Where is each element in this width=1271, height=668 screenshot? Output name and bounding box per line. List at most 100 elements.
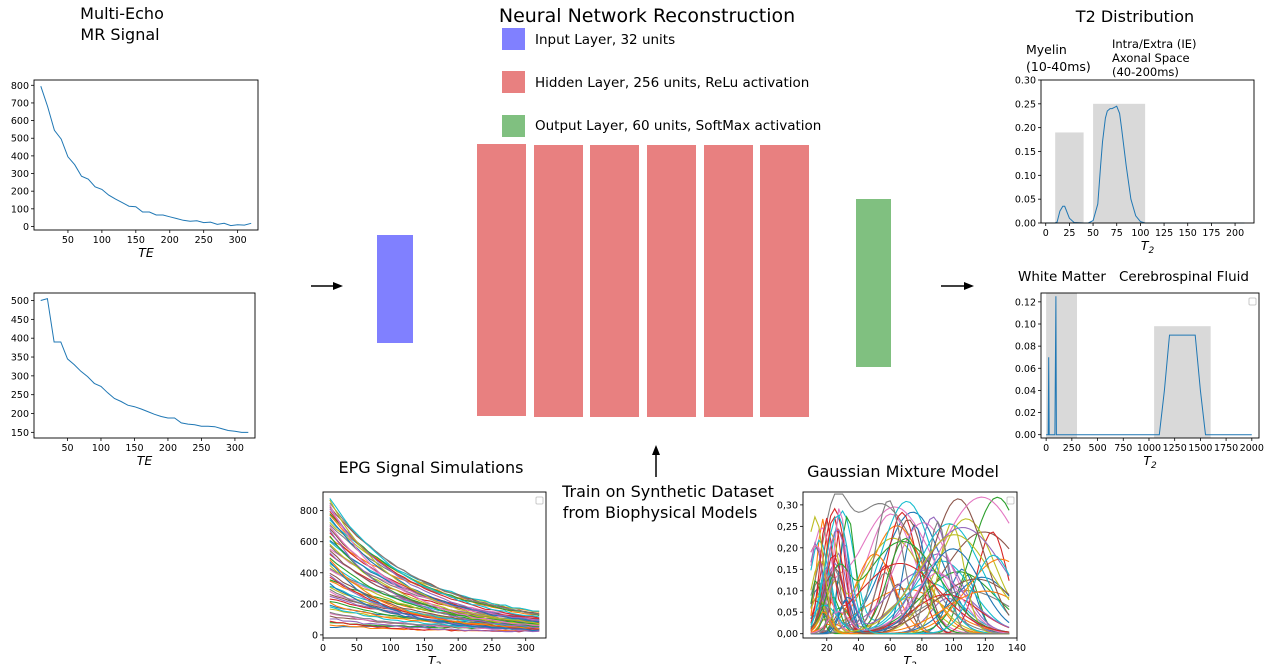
x-tick-label: 250 bbox=[192, 443, 210, 454]
wm-label: White Matter bbox=[1018, 269, 1106, 285]
ie-label-line1: Intra/Extra (IE) bbox=[1112, 37, 1196, 51]
y-tick-label: 500 bbox=[11, 296, 29, 307]
gmm-series bbox=[810, 590, 1010, 635]
y-tick-label: 0,10 bbox=[777, 586, 798, 597]
shaded-region bbox=[1046, 293, 1077, 438]
epg-title: EPG Signal Simulations bbox=[338, 458, 523, 477]
gmm-series bbox=[810, 540, 1010, 633]
y-tick-label: 0.05 bbox=[1015, 195, 1036, 206]
x-tick-label: 50 bbox=[61, 443, 73, 454]
x-axis-label: T2 bbox=[428, 653, 442, 664]
x-tick-label: 0 bbox=[1043, 228, 1049, 239]
x-tick-label: 50 bbox=[1087, 228, 1099, 239]
x-tick-label: 150 bbox=[1179, 228, 1197, 239]
gmm-series bbox=[810, 541, 1010, 630]
y-tick-label: 150 bbox=[11, 428, 29, 439]
legend-hidden-label: Hidden Layer, 256 units, ReLu activation bbox=[535, 75, 809, 91]
x-tick-label: 50 bbox=[351, 643, 363, 654]
x-tick-label: 200 bbox=[1226, 228, 1244, 239]
legend-output-label: Output Layer, 60 units, SoftMax activati… bbox=[535, 118, 821, 134]
t2-title: T2 Distribution bbox=[1075, 7, 1194, 26]
x-tick-label: 250 bbox=[483, 643, 501, 654]
gmm-chart: 20 40 60 80 100 120 140 0,00 0,05 0,10 0,15 0,20 0,2… bbox=[777, 491, 1026, 668]
epg-series bbox=[329, 550, 540, 624]
x-tick-label: 120 bbox=[976, 643, 994, 654]
x-tick-label: 2000 bbox=[1240, 443, 1264, 454]
y-tick-label: 0,00 bbox=[777, 629, 798, 640]
legend-input-swatch bbox=[502, 28, 525, 50]
x-tick-label: 250 bbox=[195, 235, 213, 246]
epg-simulation-chart: 0 50 100 150 200 250 300 0 200 400 600 800 T2 bbox=[300, 491, 547, 668]
arrow-to-t2-distribution bbox=[941, 282, 974, 290]
x-tick-label: 1500 bbox=[1188, 443, 1212, 454]
gmm-series bbox=[810, 515, 1010, 633]
hidden-layer-4 bbox=[647, 145, 696, 417]
y-tick-label: 0.25 bbox=[1015, 99, 1036, 110]
x-tick-label: 200 bbox=[449, 643, 467, 654]
legend-hidden-swatch bbox=[502, 71, 525, 93]
gmm-title: Gaussian Mixture Model bbox=[807, 462, 999, 481]
hidden-layer-5 bbox=[704, 145, 753, 417]
y-tick-label: 200 bbox=[300, 599, 318, 610]
x-tick-label: 150 bbox=[125, 443, 143, 454]
y-tick-label: 200 bbox=[11, 409, 29, 420]
y-tick-label: 800 bbox=[300, 506, 318, 517]
y-tick-label: 0 bbox=[312, 630, 318, 641]
gmm-series bbox=[810, 518, 1010, 635]
gmm-series bbox=[810, 554, 1010, 633]
x-tick-label: 0 bbox=[1043, 443, 1049, 454]
x-axis-label: T2 bbox=[1141, 238, 1155, 256]
y-tick-label: 350 bbox=[11, 353, 29, 364]
empty-legend-box bbox=[1006, 496, 1015, 505]
y-tick-label: 0.15 bbox=[1015, 147, 1036, 158]
hidden-layer-6 bbox=[760, 145, 809, 417]
y-tick-label: 0.06 bbox=[1015, 364, 1036, 375]
x-tick-label: 75 bbox=[1111, 228, 1123, 239]
y-tick-label: 0.12 bbox=[1015, 297, 1036, 308]
x-tick-label: 100 bbox=[93, 235, 111, 246]
x-tick-label: 20 bbox=[821, 643, 833, 654]
plot-frame bbox=[322, 491, 547, 639]
x-tick-label: 100 bbox=[92, 443, 110, 454]
epg-series bbox=[329, 618, 540, 633]
y-tick-label: 0.20 bbox=[1015, 123, 1036, 134]
mr-signal-title-line1: Multi-Echo bbox=[80, 4, 164, 23]
shaded-region bbox=[1154, 326, 1211, 438]
y-tick-label: 250 bbox=[11, 390, 29, 401]
t2-line bbox=[1045, 105, 1245, 224]
x-tick-label: 140 bbox=[1008, 643, 1026, 654]
plot-frame bbox=[33, 292, 256, 439]
y-tick-label: 400 bbox=[11, 334, 29, 345]
epg-series-group bbox=[329, 498, 540, 633]
epg-series bbox=[329, 504, 540, 627]
t2-distribution-chart-1: 0 25 50 75 100 125 150 175 200 0.00 0.05 0.10 0.15 0.… bbox=[1015, 76, 1255, 256]
plot-frame bbox=[1040, 292, 1260, 439]
myelin-label-line1: Myelin bbox=[1026, 42, 1067, 57]
x-tick-label: 200 bbox=[159, 443, 177, 454]
output-layer bbox=[856, 199, 891, 367]
gmm-series bbox=[810, 548, 1010, 635]
gmm-series bbox=[810, 514, 1010, 635]
shaded-region bbox=[1093, 103, 1146, 223]
epg-series bbox=[329, 517, 540, 623]
x-tick-label: 150 bbox=[127, 235, 145, 246]
epg-series bbox=[329, 559, 540, 630]
x-tick-label: 100 bbox=[1131, 228, 1149, 239]
gmm-series bbox=[810, 506, 1010, 634]
epg-series bbox=[329, 508, 540, 622]
epg-series bbox=[329, 499, 540, 625]
x-tick-label: 300 bbox=[517, 643, 535, 654]
x-axis-label: TE bbox=[137, 453, 153, 468]
y-tick-label: 0.02 bbox=[1015, 408, 1036, 419]
y-tick-label: 0,25 bbox=[777, 522, 798, 533]
y-tick-label: 0.00 bbox=[1015, 430, 1036, 441]
t2-distribution-chart-2: 0 250 500 750 1000 1250 1500 1750 2000 0.00 0.02 0.… bbox=[1015, 292, 1264, 471]
y-tick-label: 0,05 bbox=[777, 608, 798, 619]
x-axis-label: TE bbox=[138, 245, 154, 260]
x-tick-label: 100 bbox=[945, 643, 963, 654]
y-tick-label: 0,20 bbox=[777, 543, 798, 554]
train-label-line2: from Biophysical Models bbox=[563, 503, 758, 522]
y-tick-label: 500 bbox=[11, 134, 29, 145]
mr-signal-title-line2: MR Signal bbox=[80, 25, 159, 44]
network-title: Neural Network Reconstruction bbox=[499, 5, 795, 27]
